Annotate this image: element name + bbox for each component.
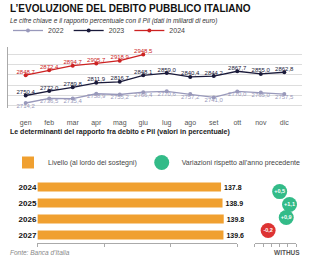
- svg-text:2859,0: 2859,0: [158, 67, 177, 73]
- svg-text:2770,0: 2770,0: [228, 91, 247, 97]
- svg-text:2741,0: 2741,0: [205, 97, 224, 103]
- svg-text:2766,4: 2766,4: [134, 92, 153, 98]
- svg-text:2862,8: 2862,8: [275, 66, 294, 72]
- svg-text:mar: mar: [67, 119, 80, 126]
- svg-text:2757,5: 2757,5: [275, 94, 294, 100]
- svg-text:2757,2: 2757,2: [181, 94, 200, 100]
- svg-text:nov: nov: [255, 119, 267, 126]
- svg-text:Le cifre chiave e il rapporto: Le cifre chiave e il rapporto percentual…: [10, 17, 217, 25]
- svg-text:2714,2: 2714,2: [17, 103, 36, 109]
- svg-text:2905,7: 2905,7: [87, 57, 106, 63]
- svg-text:2867,7: 2867,7: [228, 65, 247, 71]
- svg-text:2736,5: 2736,5: [40, 98, 59, 104]
- svg-text:2816,7: 2816,7: [111, 75, 130, 81]
- svg-text:Le determinanti del rapporto f: Le determinanti del rapporto fra debito …: [10, 128, 230, 136]
- svg-text:2948,5: 2948,5: [134, 48, 153, 54]
- svg-text:139.8: 139.8: [227, 216, 245, 223]
- svg-text:2770,6: 2770,6: [158, 91, 177, 97]
- svg-text:ott: ott: [233, 119, 241, 126]
- svg-text:lug: lug: [162, 119, 171, 127]
- svg-text:2848,1: 2848,1: [134, 69, 153, 75]
- svg-text:2025: 2025: [19, 199, 37, 208]
- svg-text:2789,8: 2789,8: [64, 81, 83, 87]
- svg-text:2844,2: 2844,2: [205, 70, 224, 76]
- svg-text:2848,7: 2848,7: [17, 69, 36, 75]
- svg-text:2024: 2024: [169, 27, 185, 34]
- svg-text:Fonte: Banca d’Italia: Fonte: Banca d’Italia: [10, 249, 70, 256]
- svg-text:2024: 2024: [19, 183, 37, 192]
- svg-text:gen: gen: [20, 119, 32, 127]
- svg-text:giu: giu: [139, 119, 148, 127]
- svg-text:2855,0: 2855,0: [252, 67, 271, 73]
- svg-text:apr: apr: [91, 119, 102, 127]
- svg-text:2840,4: 2840,4: [181, 70, 200, 76]
- svg-text:2772,0: 2772,0: [40, 85, 59, 91]
- svg-text:137.8: 137.8: [224, 184, 242, 191]
- svg-text:2872,4: 2872,4: [40, 64, 59, 70]
- svg-text:2750,4: 2750,4: [17, 89, 36, 95]
- svg-text:2027: 2027: [19, 231, 37, 240]
- svg-text:set: set: [209, 119, 218, 126]
- svg-text:2026: 2026: [19, 215, 37, 224]
- svg-text:Variazioni rispetto all’anno p: Variazioni rispetto all’anno precedente: [182, 159, 300, 167]
- svg-text:+0,5: +0,5: [274, 188, 285, 194]
- svg-text:-0,2: -0,2: [263, 227, 272, 233]
- svg-text:ago: ago: [184, 119, 196, 127]
- svg-text:139.6: 139.6: [226, 232, 244, 239]
- svg-text:dic: dic: [280, 119, 289, 126]
- svg-text:2023: 2023: [109, 27, 125, 34]
- svg-text:2755,2: 2755,2: [111, 94, 130, 100]
- svg-text:2894,7: 2894,7: [64, 59, 83, 65]
- svg-text:2765,0: 2765,0: [252, 92, 271, 98]
- svg-text:2811,9: 2811,9: [87, 76, 106, 82]
- svg-text:2022: 2022: [48, 27, 64, 34]
- svg-text:+0,9: +0,9: [281, 214, 292, 220]
- svg-text:+1,1: +1,1: [284, 201, 295, 207]
- svg-text:2918,9: 2918,9: [111, 54, 130, 60]
- svg-text:mag: mag: [113, 119, 127, 127]
- svg-text:L’EVOLUZIONE DEL DEBITO PUBBLI: L’EVOLUZIONE DEL DEBITO PUBBLICO ITALIAN…: [10, 3, 251, 14]
- svg-text:WITHUS: WITHUS: [274, 249, 300, 256]
- svg-text:Livello (al lordo dei sostegni: Livello (al lordo dei sostegni): [48, 159, 137, 167]
- svg-text:2758,9: 2758,9: [87, 93, 106, 99]
- svg-text:138.9: 138.9: [226, 200, 244, 207]
- svg-text:feb: feb: [44, 119, 54, 126]
- svg-text:2735,4: 2735,4: [64, 98, 83, 104]
